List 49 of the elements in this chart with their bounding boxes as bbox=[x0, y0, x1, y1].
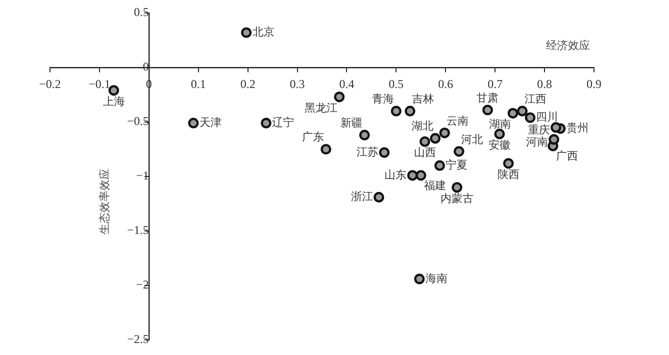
series-label: 上海 bbox=[102, 94, 125, 108]
series-label: 江苏 bbox=[356, 145, 378, 158]
series-label: 湖北 bbox=[411, 120, 434, 133]
series-label: 河北 bbox=[460, 132, 483, 146]
series-label: 四川 bbox=[536, 110, 558, 124]
series-label: 黑龙江 bbox=[304, 101, 338, 114]
series-label: 新疆 bbox=[340, 116, 363, 130]
y-tick-label: −1.5 bbox=[127, 223, 149, 238]
x-tick-label: 0.5 bbox=[388, 76, 404, 91]
x-tick-label: 0.4 bbox=[339, 76, 354, 91]
series-label: 辽宁 bbox=[272, 116, 294, 129]
x-tick-label: 0.2 bbox=[240, 76, 256, 91]
series-label: 湖南 bbox=[488, 118, 511, 131]
x-tick-label: −0.1 bbox=[88, 76, 110, 91]
series-label: 福建 bbox=[424, 178, 446, 192]
x-tick-label: 0.1 bbox=[190, 76, 206, 91]
series-label: 青海 bbox=[372, 92, 394, 106]
y-tick-label: 0.5 bbox=[134, 5, 149, 20]
series-label: 北京 bbox=[252, 26, 274, 39]
series-label: 海南 bbox=[425, 272, 448, 285]
series-label: 广东 bbox=[302, 130, 324, 144]
y-tick-label: −1 bbox=[136, 168, 149, 183]
y-tick-label: −0.5 bbox=[127, 114, 149, 128]
series-label: 宁夏 bbox=[446, 158, 468, 172]
x-tick-label: 0.6 bbox=[438, 76, 454, 91]
series-label: 天津 bbox=[199, 116, 222, 129]
y-tick-label: −2.5 bbox=[127, 332, 149, 346]
series-label: 江西 bbox=[524, 93, 546, 106]
series-label: 安徽 bbox=[488, 138, 511, 152]
series-label: 山西 bbox=[414, 146, 436, 160]
x-axis-title: 经济效应 bbox=[546, 38, 590, 52]
series-label: 贵州 bbox=[566, 121, 588, 134]
series-label: 云南 bbox=[446, 114, 469, 128]
y-tick-label: −2 bbox=[136, 278, 149, 292]
series-label: 河南 bbox=[526, 135, 548, 148]
x-tick-label: 0.8 bbox=[537, 76, 552, 91]
x-tick-label: −0.2 bbox=[39, 76, 61, 91]
series-label: 山东 bbox=[384, 168, 406, 182]
series-label: 陕西 bbox=[497, 168, 520, 181]
series-label: 甘肃 bbox=[476, 91, 499, 104]
series-label: 吉林 bbox=[412, 92, 434, 106]
y-axis-title: 生态效率效应 bbox=[98, 168, 111, 234]
series-label: 重庆 bbox=[528, 123, 550, 136]
x-tick-label: 0.7 bbox=[488, 76, 503, 91]
series-label: 广西 bbox=[556, 149, 578, 162]
x-tick-label: 0.3 bbox=[290, 76, 305, 91]
x-tick-label: 0.9 bbox=[586, 76, 602, 91]
series-label: 浙江 bbox=[350, 190, 373, 204]
series-label: 内蒙古 bbox=[440, 192, 474, 205]
